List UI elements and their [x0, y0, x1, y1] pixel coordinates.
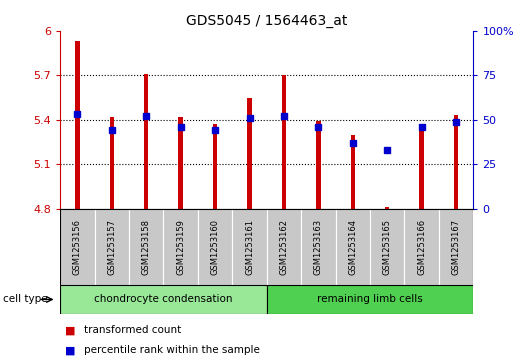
Text: GSM1253167: GSM1253167 [451, 219, 461, 275]
Text: percentile rank within the sample: percentile rank within the sample [84, 345, 259, 355]
Bar [178, 117, 183, 209]
Text: cell type: cell type [3, 294, 47, 305]
Bar [198, 209, 232, 285]
Text: GSM1253157: GSM1253157 [107, 219, 116, 275]
Bar [163, 209, 198, 285]
Text: GSM1253159: GSM1253159 [176, 219, 185, 275]
Bar [109, 117, 114, 209]
Text: GSM1253166: GSM1253166 [417, 219, 426, 275]
Bar [282, 75, 286, 209]
Bar [439, 209, 473, 285]
Bar [419, 127, 424, 209]
Bar [247, 98, 252, 209]
Bar [385, 207, 390, 209]
Text: transformed count: transformed count [84, 325, 181, 335]
Text: ■: ■ [65, 325, 76, 335]
Bar [350, 135, 355, 209]
Bar [60, 209, 95, 285]
Bar [404, 209, 439, 285]
Bar [75, 41, 79, 209]
Bar [370, 209, 404, 285]
Text: GSM1253163: GSM1253163 [314, 219, 323, 275]
Bar [316, 121, 321, 209]
Title: GDS5045 / 1564463_at: GDS5045 / 1564463_at [186, 15, 347, 28]
Text: GSM1253160: GSM1253160 [211, 219, 220, 275]
Text: GSM1253158: GSM1253158 [142, 219, 151, 275]
Bar [301, 209, 336, 285]
Bar [60, 285, 267, 314]
Bar [267, 285, 473, 314]
Text: chondrocyte condensation: chondrocyte condensation [94, 294, 233, 305]
Bar [129, 209, 163, 285]
Text: ■: ■ [65, 345, 76, 355]
Text: GSM1253156: GSM1253156 [73, 219, 82, 275]
Bar [144, 74, 149, 209]
Bar [336, 209, 370, 285]
Bar [95, 209, 129, 285]
Text: remaining limb cells: remaining limb cells [317, 294, 423, 305]
Bar [454, 115, 458, 209]
Bar [232, 209, 267, 285]
Text: GSM1253164: GSM1253164 [348, 219, 357, 275]
Text: GSM1253161: GSM1253161 [245, 219, 254, 275]
Text: GSM1253165: GSM1253165 [383, 219, 392, 275]
Bar [213, 124, 218, 209]
Bar [267, 209, 301, 285]
Text: GSM1253162: GSM1253162 [279, 219, 289, 275]
